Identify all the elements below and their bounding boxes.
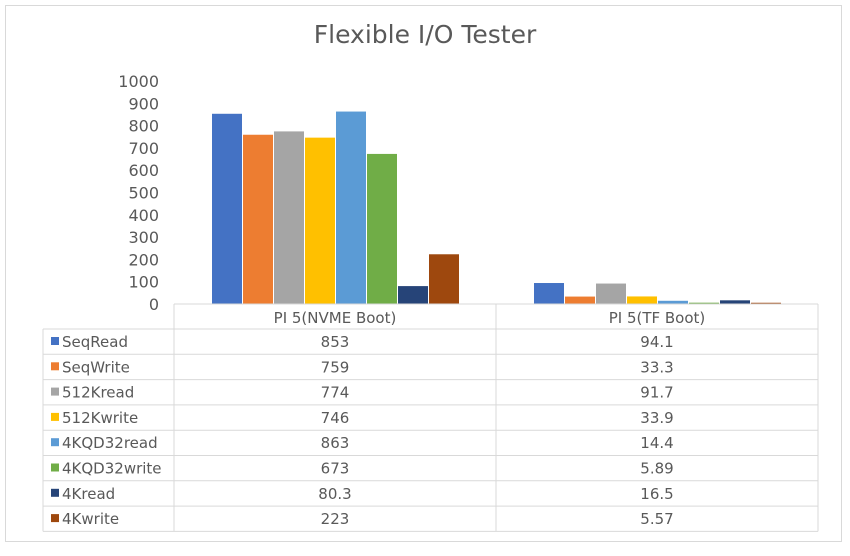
data-label-SeqRead-0: 853 bbox=[321, 333, 350, 351]
legend-label-512Kread: 512Kread bbox=[62, 384, 134, 402]
chart-title: Flexible I/O Tester bbox=[313, 20, 537, 49]
legend-key-512Kread bbox=[51, 387, 59, 396]
y-tick-label-3: 300 bbox=[128, 228, 159, 247]
data-label-4Kwrite-0: 223 bbox=[321, 510, 350, 528]
data-label-4KQD32write-0: 673 bbox=[321, 460, 350, 478]
y-tick-label-2: 200 bbox=[128, 250, 159, 269]
y-tick-label-0: 0 bbox=[149, 295, 159, 314]
chart-frame bbox=[5, 5, 842, 542]
data-label-4KQD32read-1: 14.4 bbox=[640, 434, 673, 452]
bar-SeqWrite-0 bbox=[243, 134, 273, 304]
legend-key-SeqWrite bbox=[51, 362, 59, 371]
bar-SeqWrite-1 bbox=[565, 296, 595, 304]
y-tick-label-5: 500 bbox=[128, 184, 159, 203]
bar-SeqRead-1 bbox=[534, 283, 564, 304]
data-label-512Kwrite-0: 746 bbox=[321, 409, 350, 427]
category-label-1: PI 5(TF Boot) bbox=[609, 309, 706, 327]
data-label-512Kwrite-1: 33.9 bbox=[640, 409, 673, 427]
bar-4Kwrite-0 bbox=[429, 254, 459, 304]
legend-label-4Kwrite: 4Kwrite bbox=[62, 510, 119, 528]
data-label-SeqRead-1: 94.1 bbox=[640, 333, 673, 351]
data-label-512Kread-0: 774 bbox=[321, 384, 350, 402]
legend-label-4KQD32write: 4KQD32write bbox=[62, 460, 162, 478]
legend-label-4Kread: 4Kread bbox=[62, 485, 115, 503]
bar-512Kwrite-1 bbox=[627, 296, 657, 304]
y-tick-label-10: 1000 bbox=[118, 72, 159, 91]
data-label-4Kwrite-1: 5.57 bbox=[640, 510, 673, 528]
data-label-4Kread-0: 80.3 bbox=[318, 485, 351, 503]
y-tick-label-4: 400 bbox=[128, 206, 159, 225]
data-label-512Kread-1: 91.7 bbox=[640, 384, 673, 402]
bar-512Kread-0 bbox=[274, 131, 304, 304]
bar-4Kread-1 bbox=[720, 300, 750, 304]
legend-key-512Kwrite bbox=[51, 412, 59, 421]
y-tick-label-8: 800 bbox=[128, 117, 159, 136]
legend-label-512Kwrite: 512Kwrite bbox=[62, 409, 138, 427]
legend-key-SeqRead bbox=[51, 337, 59, 345]
legend-key-4Kwrite bbox=[51, 514, 59, 523]
y-tick-label-7: 700 bbox=[128, 139, 159, 158]
legend-label-SeqWrite: SeqWrite bbox=[62, 358, 130, 376]
bar-512Kread-1 bbox=[596, 283, 626, 304]
legend-key-4KQD32write bbox=[51, 463, 59, 472]
bar-4KQD32read-0 bbox=[336, 111, 366, 305]
data-label-4KQD32write-1: 5.89 bbox=[640, 460, 673, 478]
category-label-0: PI 5(NVME Boot) bbox=[274, 309, 397, 327]
bar-SeqRead-0 bbox=[212, 113, 242, 304]
y-tick-label-9: 900 bbox=[128, 94, 159, 113]
bar-4KQD32write-1 bbox=[689, 302, 719, 304]
data-label-SeqWrite-1: 33.3 bbox=[640, 358, 673, 376]
data-label-4KQD32read-0: 863 bbox=[321, 434, 350, 452]
bar-512Kwrite-0 bbox=[305, 137, 335, 304]
data-label-4Kread-1: 16.5 bbox=[640, 485, 673, 503]
legend-key-4KQD32read bbox=[51, 438, 59, 447]
y-tick-label-6: 600 bbox=[128, 161, 159, 180]
bar-4KQD32read-1 bbox=[658, 300, 688, 304]
data-label-SeqWrite-0: 759 bbox=[321, 358, 350, 376]
legend-label-4KQD32read: 4KQD32read bbox=[62, 434, 158, 452]
y-tick-label-1: 100 bbox=[128, 273, 159, 292]
bar-4KQD32write-0 bbox=[367, 153, 397, 304]
bar-4Kwrite-1 bbox=[751, 302, 781, 304]
legend-key-4Kread bbox=[51, 488, 59, 497]
bar-4Kread-0 bbox=[398, 286, 428, 304]
legend-label-SeqRead: SeqRead bbox=[62, 333, 128, 351]
